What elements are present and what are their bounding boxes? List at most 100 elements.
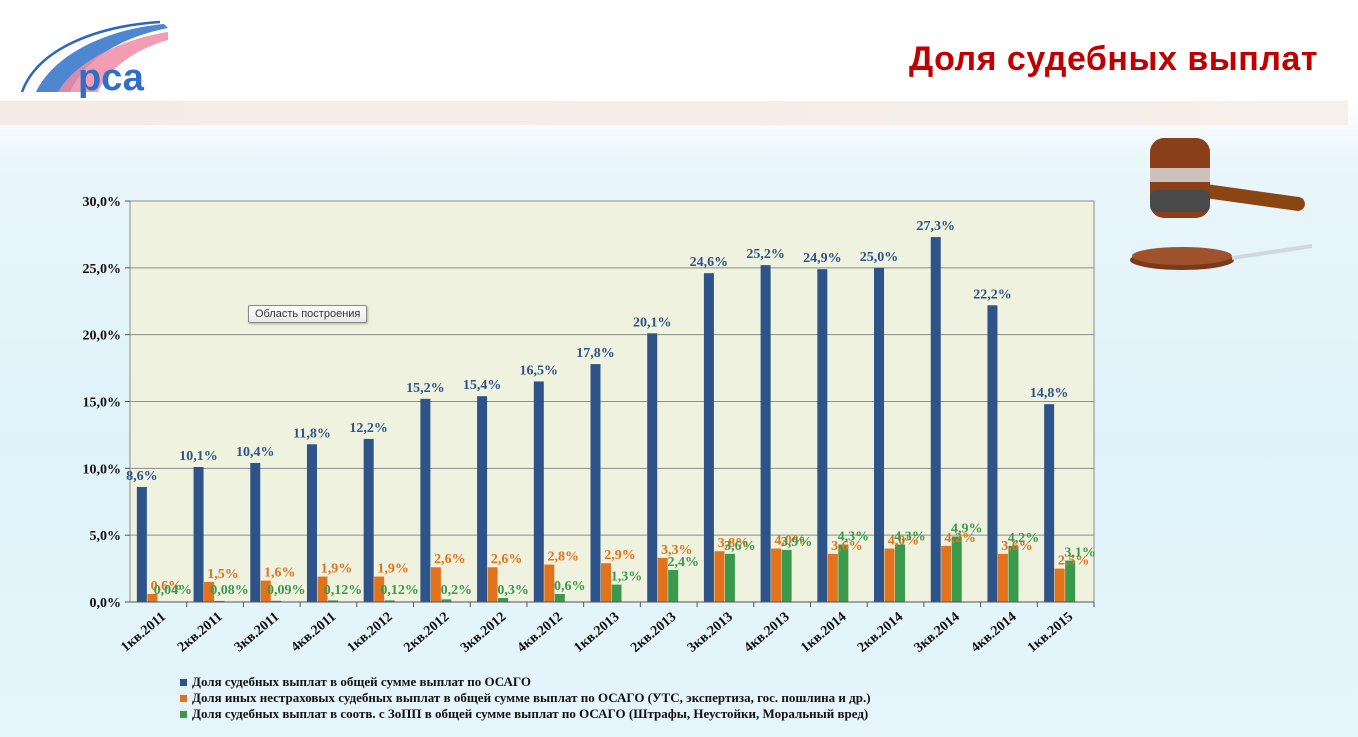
bar-series2[interactable] [827, 553, 838, 602]
bar-series3[interactable] [838, 544, 849, 602]
bar-series3[interactable] [441, 599, 452, 602]
bar-series2[interactable] [544, 564, 555, 602]
bar-series2[interactable] [601, 563, 611, 602]
bar-series1[interactable] [477, 396, 488, 602]
bar-series1[interactable] [590, 364, 601, 602]
data-label-series3: 0,12% [324, 583, 363, 598]
data-label-series3: 4,2% [1008, 531, 1040, 546]
bar-series2[interactable] [1054, 568, 1065, 602]
data-label-series2: 3,6% [1001, 539, 1033, 554]
bar-series1[interactable] [420, 398, 431, 602]
bar-series1[interactable] [647, 333, 658, 602]
x-tick-label: 4кв.2013 [742, 610, 793, 656]
legend-swatch-series1 [180, 678, 187, 686]
bar-series1[interactable] [1044, 404, 1055, 602]
gavel-image [1130, 138, 1313, 270]
data-label-series2: 4,2% [944, 531, 976, 546]
data-label-series3: 0,04% [154, 583, 193, 598]
x-tick-label: 3кв.2011 [232, 610, 283, 656]
bar-series3[interactable] [1065, 560, 1076, 602]
y-tick-label: 20,0% [83, 329, 122, 344]
bar-series1[interactable] [760, 265, 771, 602]
data-label-series2: 2,6% [434, 552, 466, 567]
bar-series2[interactable] [430, 567, 441, 602]
gavel-block-top [1132, 247, 1232, 265]
bar-series3[interactable] [384, 600, 395, 602]
bar-series2[interactable] [204, 581, 215, 602]
legend-swatch-series2 [180, 694, 187, 702]
bar-series3[interactable] [668, 569, 679, 602]
data-label-series2: 2,8% [548, 550, 580, 565]
y-tick-label: 0,0% [90, 596, 122, 611]
bar-series3[interactable] [611, 584, 622, 602]
data-label-series2: 1,9% [377, 562, 409, 577]
bar-series3[interactable] [724, 553, 735, 602]
x-tick-label: 4кв.2011 [289, 610, 340, 656]
bar-series3[interactable] [951, 536, 962, 602]
bar-series2[interactable] [657, 557, 668, 602]
bar-series3[interactable] [554, 593, 565, 602]
rsa-logo: рса [20, 20, 168, 98]
data-label-series1: 12,2% [349, 421, 388, 436]
bar-series2[interactable] [941, 545, 952, 602]
gavel-band [1150, 168, 1210, 182]
data-label-series2: 2,9% [604, 548, 636, 563]
bar-series2[interactable] [997, 553, 1008, 602]
bar-series3[interactable] [214, 600, 225, 602]
bar-series1[interactable] [930, 237, 941, 602]
legend-item-series2[interactable]: Доля иных нестраховых судебных выплат в … [180, 690, 871, 706]
legend-label-series3: Доля судебных выплат в соотв. с ЗоПП в о… [192, 706, 869, 721]
bar-series2[interactable] [884, 548, 895, 602]
data-label-series3: 4,9% [951, 522, 983, 537]
data-label-series2: 2,6% [491, 552, 523, 567]
bar-series2[interactable] [147, 593, 158, 602]
y-tick-label: 10,0% [83, 462, 122, 477]
bar-series2[interactable] [260, 580, 271, 602]
bar-series2[interactable] [487, 567, 498, 602]
data-label-series2: 3,8% [718, 536, 750, 551]
bar-series2[interactable] [317, 576, 328, 602]
bar-series1[interactable] [533, 381, 544, 602]
data-label-series2: 3,3% [661, 543, 693, 558]
bar-series3[interactable] [498, 597, 509, 602]
data-label-series2: 2,5% [1058, 554, 1090, 569]
bar-series3[interactable] [895, 544, 906, 602]
data-label-series1: 14,8% [1030, 386, 1069, 401]
x-tick-label: 3кв.2013 [685, 610, 736, 656]
logo-text: рса [78, 57, 145, 98]
data-label-series3: 0,6% [554, 579, 586, 594]
data-label-series3: 0,3% [497, 583, 529, 598]
bar-series2[interactable] [374, 576, 385, 602]
bar-series3[interactable] [781, 549, 792, 602]
legend-item-series3[interactable]: Доля судебных выплат в соотв. с ЗоПП в о… [180, 706, 871, 722]
bar-series1[interactable] [250, 462, 261, 602]
gavel-handle [1190, 182, 1305, 211]
data-label-series1: 8,6% [126, 469, 158, 484]
bar-series1[interactable] [136, 487, 147, 602]
bar-series1[interactable] [306, 444, 317, 602]
header-area [0, 0, 1348, 101]
bar-series1[interactable] [193, 466, 204, 602]
bar-series1[interactable] [817, 269, 828, 602]
bar-series3[interactable] [327, 600, 338, 602]
y-tick-label: 5,0% [90, 529, 122, 544]
data-label-series2: 1,6% [264, 566, 296, 581]
logo-arc-blue [36, 24, 168, 92]
data-label-series1: 11,8% [293, 426, 331, 441]
x-tick-label: 4кв.2012 [515, 610, 566, 656]
bar-series1[interactable] [703, 273, 714, 602]
bar-series3[interactable] [1008, 545, 1019, 602]
legend-item-series1[interactable]: Доля судебных выплат в общей сумме выпла… [180, 674, 871, 690]
x-tick-label: 1кв.2011 [118, 610, 169, 656]
data-label-series3: 0,08% [210, 583, 249, 598]
legend-label-series1: Доля судебных выплат в общей сумме выпла… [192, 674, 531, 689]
data-label-series1: 17,8% [576, 346, 615, 361]
bar-series2[interactable] [714, 551, 725, 602]
bar-series1[interactable] [987, 305, 998, 602]
bar-series2[interactable] [771, 548, 782, 602]
data-label-series3: 4,3% [838, 530, 870, 545]
y-axis: 0,0% 5,0% 10,0% 15,0% 20,0% 25,0% 30,0% [83, 195, 130, 611]
bar-series3[interactable] [271, 600, 282, 602]
bar-series1[interactable] [363, 438, 374, 602]
bar-series1[interactable] [874, 267, 885, 602]
